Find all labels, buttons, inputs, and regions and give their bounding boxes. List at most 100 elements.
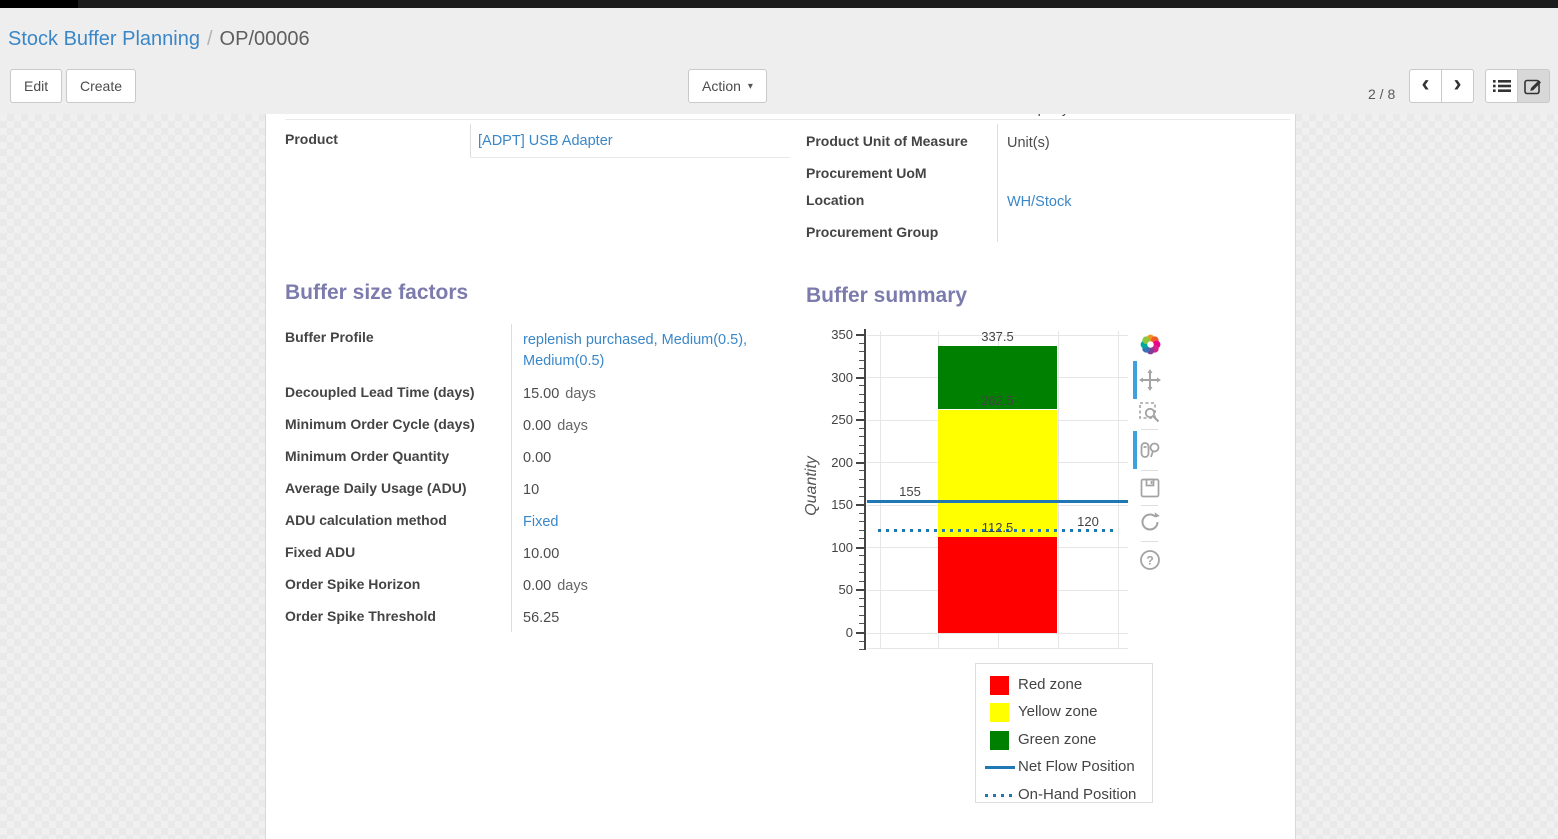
list-view-icon bbox=[1492, 80, 1511, 92]
gridline-horizontal bbox=[867, 632, 1128, 634]
y-axis-major-tick bbox=[856, 334, 864, 336]
legend-item[interactable]: Green zone bbox=[976, 727, 1152, 754]
y-axis-line bbox=[864, 329, 866, 650]
list-view-button[interactable] bbox=[1485, 69, 1518, 103]
y-axis-minor-tick bbox=[859, 538, 864, 540]
product-field-value-link[interactable]: [ADPT] USB Adapter bbox=[478, 133, 613, 149]
save-chart-button[interactable] bbox=[1137, 475, 1163, 501]
chevron-down-icon: ▾ bbox=[747, 80, 753, 92]
legend-item[interactable]: On-Hand Position bbox=[976, 782, 1152, 809]
field-label: Fixed ADU bbox=[285, 544, 356, 560]
y-axis-minor-tick bbox=[859, 470, 864, 472]
y-axis-minor-tick bbox=[859, 640, 864, 642]
y-axis-minor-tick bbox=[859, 563, 864, 565]
y-axis-major-tick bbox=[856, 376, 864, 379]
y-axis-minor-tick bbox=[859, 436, 864, 438]
y-axis-minor-tick bbox=[859, 393, 864, 395]
field-unit-suffix: days bbox=[557, 578, 588, 594]
chart-value-label: 112.5 bbox=[981, 520, 1014, 536]
yellow-zone-bar[interactable] bbox=[938, 409, 1057, 538]
form-view-button[interactable] bbox=[1517, 69, 1550, 103]
red-zone-bar[interactable] bbox=[938, 537, 1057, 633]
pan-icon bbox=[1139, 369, 1161, 391]
plotly-logo-button[interactable] bbox=[1137, 331, 1163, 357]
create-button[interactable]: Create bbox=[66, 69, 137, 103]
y-axis-minor-tick bbox=[859, 623, 864, 625]
field-value-link[interactable]: replenish purchased, Medium(0.5), Medium… bbox=[523, 332, 748, 369]
reset-axes-icon bbox=[1141, 512, 1160, 531]
net-flow-position-line[interactable] bbox=[867, 499, 1128, 503]
buffer-factors-group: Buffer Profile replenish purchased, Mediu… bbox=[285, 327, 785, 647]
chevron-left-icon: ‹ bbox=[1421, 70, 1430, 97]
y-axis-minor-tick bbox=[859, 487, 864, 489]
pan-button[interactable] bbox=[1137, 367, 1163, 393]
breadcrumb-current: OP/00006 bbox=[219, 28, 310, 50]
edit-button[interactable]: Edit bbox=[10, 69, 63, 103]
gridline-vertical bbox=[880, 331, 881, 648]
on-hand-dotted-swatch bbox=[985, 793, 1015, 797]
plotly-logo-icon bbox=[1140, 334, 1160, 354]
chart-value-label: 155 bbox=[899, 484, 921, 500]
location-value-link[interactable]: WH/Stock bbox=[1007, 194, 1072, 210]
chart-legend: Red zone Yellow zone Green zone Net Flow Po… bbox=[975, 663, 1153, 803]
chart-value-label: 120 bbox=[1077, 513, 1099, 529]
plot-bottom-border bbox=[867, 648, 1128, 649]
green-zone-swatch bbox=[990, 730, 1009, 750]
y-axis-tick-label: 350 bbox=[831, 327, 853, 342]
y-axis-minor-tick bbox=[859, 359, 864, 361]
modebar-active-indicator bbox=[1133, 431, 1137, 469]
y-axis-minor-tick bbox=[859, 521, 864, 523]
legend-item[interactable]: Red zone bbox=[976, 672, 1152, 699]
y-axis-major-tick bbox=[856, 589, 864, 592]
legend-label: Net Flow Position bbox=[1018, 758, 1135, 775]
form-view-icon bbox=[1524, 79, 1541, 94]
legend-label: Yellow zone bbox=[1018, 703, 1098, 720]
pager-nav: ‹ › bbox=[1409, 69, 1474, 103]
gridline-vertical bbox=[1058, 331, 1059, 648]
chart-value-label: 337.5 bbox=[981, 328, 1014, 344]
field-value: Fixed bbox=[523, 513, 778, 531]
field-row: Average Daily Usage (ADU) 10 bbox=[285, 478, 785, 510]
field-label: Decoupled Lead Time (days) bbox=[285, 384, 475, 400]
field-row: Decoupled Lead Time (days) 15.00 days bbox=[285, 382, 785, 414]
pager-previous-button[interactable]: ‹ bbox=[1409, 69, 1442, 103]
label-column-divider bbox=[511, 324, 512, 632]
y-axis-major-tick bbox=[856, 419, 864, 422]
field-value-text: 15.00 bbox=[523, 386, 560, 402]
chart-modebar: ? bbox=[1133, 330, 1169, 580]
breadcrumb-parent-link[interactable]: Stock Buffer Planning bbox=[8, 28, 200, 50]
location-label: Location bbox=[806, 192, 865, 208]
field-row: Order Spike Horizon 0.00 days bbox=[285, 574, 785, 606]
procurement-uom-label: Procurement UoM bbox=[806, 165, 927, 181]
legend-item[interactable]: Yellow zone bbox=[976, 699, 1152, 726]
y-axis-minor-tick bbox=[859, 495, 864, 497]
gridline-horizontal bbox=[867, 334, 1128, 336]
legend-item[interactable]: Net Flow Position bbox=[976, 754, 1152, 781]
reset-axes-button[interactable] bbox=[1137, 509, 1163, 535]
modebar-separator bbox=[1141, 470, 1158, 471]
field-label: Average Daily Usage (ADU) bbox=[285, 480, 467, 496]
help-button[interactable]: ? bbox=[1137, 547, 1163, 573]
box-zoom-button[interactable] bbox=[1137, 400, 1163, 426]
field-value: 0.00 days bbox=[523, 577, 778, 595]
field-value-text: 0.00 bbox=[523, 578, 552, 594]
y-axis-minor-tick bbox=[859, 529, 864, 531]
y-axis-major-tick bbox=[856, 546, 864, 549]
field-value-link[interactable]: Fixed bbox=[523, 514, 559, 530]
field-value: replenish purchased, Medium(0.5), Medium… bbox=[523, 330, 778, 372]
field-row: Buffer Profile replenish purchased, Mediu… bbox=[285, 327, 785, 382]
y-axis-tick-label: 50 bbox=[838, 582, 853, 598]
buffer-summary-title: Buffer summary bbox=[806, 284, 968, 307]
gridline-vertical bbox=[1118, 331, 1119, 648]
y-axis-minor-tick bbox=[859, 580, 864, 582]
breadcrumb-separator: / bbox=[206, 28, 213, 50]
field-value-text: 56.25 bbox=[523, 610, 560, 626]
compare-hover-button[interactable] bbox=[1137, 437, 1163, 463]
breadcrumb: Stock Buffer Planning / OP/00006 bbox=[8, 28, 310, 51]
action-dropdown-button[interactable]: Action ▾ bbox=[688, 69, 767, 103]
y-axis-minor-tick bbox=[859, 342, 864, 344]
pager-next-button[interactable]: › bbox=[1441, 69, 1474, 103]
on-hand-position-line[interactable] bbox=[878, 529, 1118, 533]
green-zone-bar[interactable] bbox=[938, 345, 1057, 410]
yellow-zone-swatch bbox=[990, 703, 1009, 722]
